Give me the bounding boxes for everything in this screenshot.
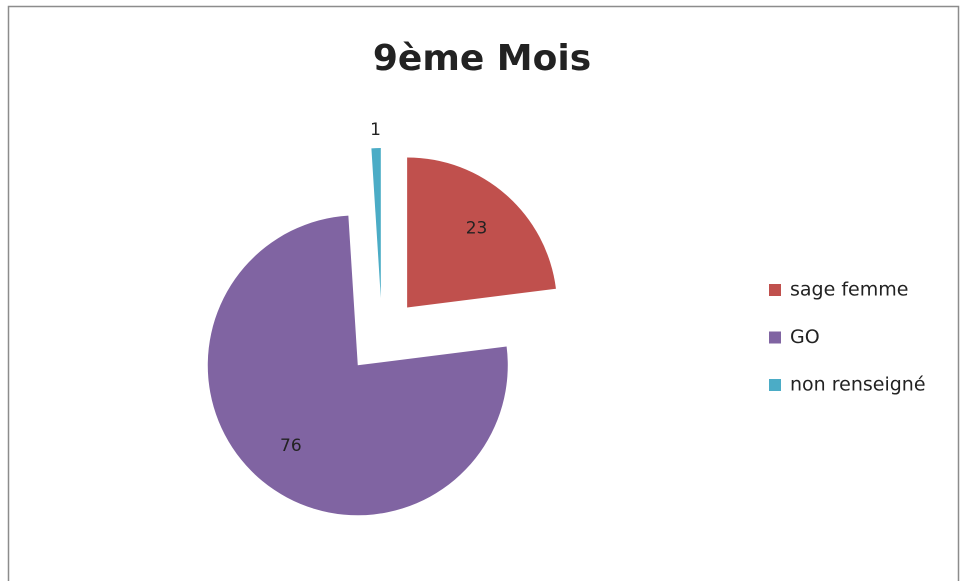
- legend-label: GO: [790, 326, 820, 348]
- legend-swatch: [769, 379, 781, 391]
- pie-slice: [207, 215, 508, 516]
- legend-label: non renseigné: [790, 374, 926, 396]
- data-label: 23: [466, 219, 488, 239]
- data-label: 1: [370, 120, 381, 140]
- chart-title: 9ème Mois: [373, 38, 591, 79]
- pie-slice: [407, 157, 556, 308]
- pie-slice: [371, 148, 381, 299]
- legend-label: sage femme: [790, 279, 908, 301]
- legend-swatch: [769, 331, 781, 344]
- legend-swatch: [769, 284, 781, 296]
- data-label: 76: [280, 436, 302, 456]
